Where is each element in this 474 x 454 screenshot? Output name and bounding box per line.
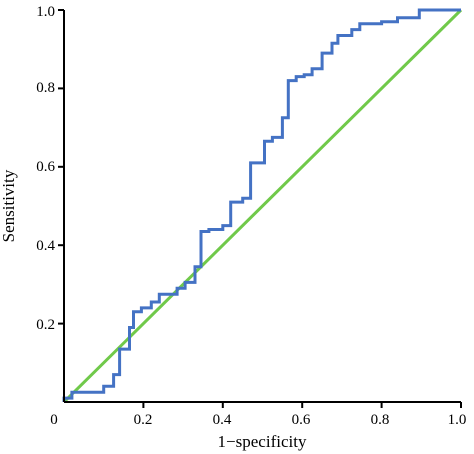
y-tick-label: 0.2 (36, 317, 55, 333)
y-axis-title: Sensitivity (0, 169, 18, 242)
x-tick-label: 0.2 (134, 412, 153, 428)
y-ticks (58, 9, 64, 325)
x-tick-label: 0.4 (213, 412, 232, 428)
y-tick-label: 1.0 (36, 4, 55, 20)
x-ticks (142, 402, 462, 408)
x-tick-label: 1.0 (448, 412, 467, 428)
x-tick-label: 0.8 (371, 412, 390, 428)
roc-curve-line (62, 8, 461, 402)
origin-label: 0 (50, 412, 58, 428)
y-tick-label: 0.8 (36, 80, 55, 96)
reference-diagonal-line (62, 8, 463, 404)
y-tick-label: 0.6 (36, 159, 55, 175)
x-tick-label: 0.6 (292, 412, 311, 428)
x-axis-title: 1−specificity (218, 432, 307, 451)
y-tick-label: 0.4 (36, 238, 55, 254)
